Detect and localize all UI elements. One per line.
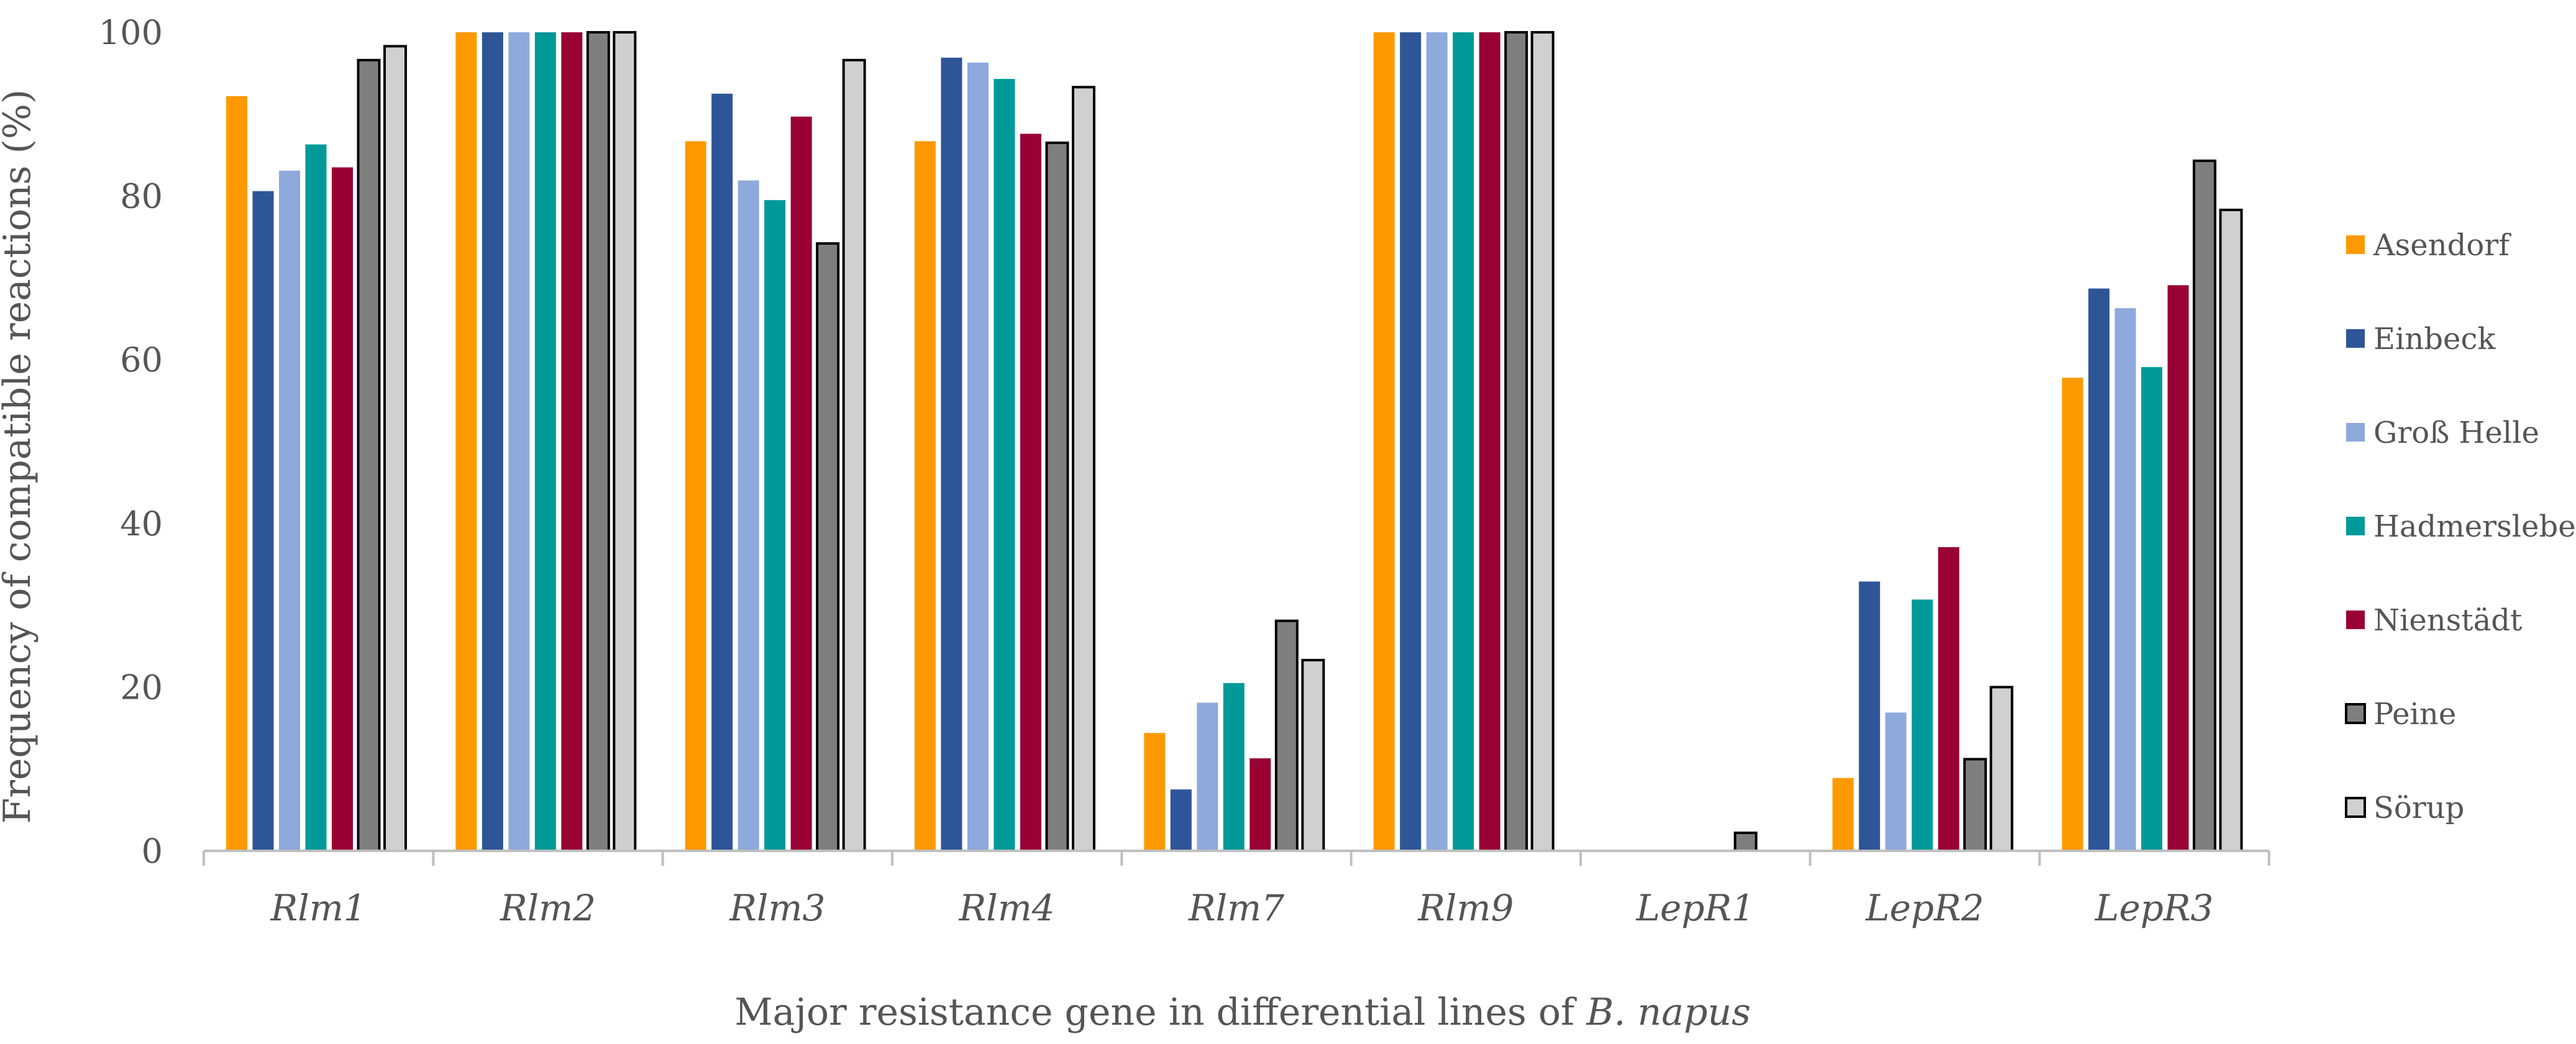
category-labels: Rlm1 Rlm2 Rlm3 Rlm4 Rlm7 Rlm9 LepR1 LepR2 LepR3 bbox=[270, 887, 2214, 929]
bar-nienst-dt-rlm9 bbox=[1479, 32, 1500, 851]
bar-nienst-dt-lepr3 bbox=[2167, 285, 2189, 851]
bar-hadmersleben-rlm7 bbox=[1223, 683, 1245, 851]
y-tick-label: 80 bbox=[120, 177, 163, 216]
category-label-lepr1: LepR1 bbox=[1635, 887, 1755, 929]
legend-label-nienst-dt: Nienstädt bbox=[2373, 603, 2522, 638]
legend-swatch-nienst-dt bbox=[2346, 611, 2365, 629]
bar-s-rup-lepr2 bbox=[1989, 686, 2014, 853]
bar-s-rup-lepr3 bbox=[2219, 209, 2243, 853]
bar-peine-lepr3 bbox=[2193, 159, 2217, 852]
legend: Asendorf Einbeck Groß Helle Hadmersleben Nie… bbox=[2345, 228, 2576, 825]
category-label-rlm4: Rlm4 bbox=[959, 887, 1055, 929]
bar-peine-rlm4 bbox=[1045, 141, 1069, 852]
legend-swatch-einbeck bbox=[2346, 329, 2365, 348]
bar-s-rup-rlm3 bbox=[842, 58, 866, 852]
bar-gro-helle-rlm3 bbox=[738, 180, 759, 851]
bar-hadmersleben-rlm2 bbox=[534, 32, 556, 851]
y-tick-label: 40 bbox=[120, 504, 163, 543]
bar-einbeck-rlm4 bbox=[941, 57, 962, 851]
bar-einbeck-lepr2 bbox=[1858, 581, 1880, 851]
bar-asendorf-rlm1 bbox=[226, 96, 247, 851]
bar-nienst-dt-rlm2 bbox=[561, 32, 583, 851]
bar-hadmersleben-rlm9 bbox=[1453, 32, 1474, 851]
bar-asendorf-rlm4 bbox=[915, 141, 936, 851]
y-axis: 0 20 40 60 80 100 bbox=[99, 13, 163, 871]
bar-einbeck-rlm7 bbox=[1170, 789, 1192, 851]
legend-label-peine: Peine bbox=[2373, 697, 2456, 732]
category-label-lepr3: LepR3 bbox=[2094, 887, 2214, 929]
bar-peine-rlm7 bbox=[1274, 619, 1299, 853]
x-axis-title: Major resistance gene in differential li… bbox=[734, 991, 1751, 1034]
legend-swatch-gro-helle bbox=[2346, 423, 2365, 442]
bar-s-rup-rlm2 bbox=[613, 31, 637, 852]
category-label-rlm9: Rlm9 bbox=[1417, 887, 1514, 929]
y-axis-title: Frequency of compatible reactions (%) bbox=[0, 89, 39, 824]
bar-asendorf-rlm3 bbox=[685, 141, 706, 851]
category-label-lepr2: LepR2 bbox=[1865, 887, 1985, 929]
bar-nienst-dt-rlm4 bbox=[1020, 134, 1041, 851]
category-label-rlm3: Rlm3 bbox=[729, 887, 825, 929]
bar-asendorf-rlm9 bbox=[1373, 32, 1395, 851]
legend-swatch-peine bbox=[2345, 703, 2366, 724]
legend-label-einbeck: Einbeck bbox=[2373, 322, 2496, 356]
bar-asendorf-lepr2 bbox=[1832, 778, 1854, 851]
bar-asendorf-rlm2 bbox=[455, 32, 477, 851]
bar-s-rup-rlm1 bbox=[383, 45, 407, 852]
legend-label-gro-helle: Groß Helle bbox=[2373, 415, 2539, 450]
bar-hadmersleben-rlm3 bbox=[764, 200, 786, 851]
bar-peine-lepr1 bbox=[1733, 832, 1758, 853]
bar-gro-helle-rlm7 bbox=[1197, 702, 1218, 851]
bar-gro-helle-rlm1 bbox=[279, 170, 300, 851]
bar-peine-rlm9 bbox=[1504, 31, 1528, 852]
bars-group bbox=[226, 31, 2243, 853]
category-label-rlm2: Rlm2 bbox=[500, 887, 596, 929]
bar-einbeck-lepr3 bbox=[2088, 288, 2110, 851]
x-axis-title-species: B. napus bbox=[1586, 991, 1751, 1034]
bar-s-rup-rlm7 bbox=[1301, 658, 1325, 852]
bar-peine-rlm1 bbox=[357, 58, 381, 852]
bar-einbeck-rlm9 bbox=[1400, 32, 1422, 851]
y-tick-label: 0 bbox=[142, 832, 163, 871]
bar-nienst-dt-rlm3 bbox=[790, 116, 812, 851]
x-axis-title-prefix: Major resistance gene in differential li… bbox=[734, 991, 1586, 1034]
bar-einbeck-rlm1 bbox=[252, 191, 274, 851]
category-label-rlm1: Rlm1 bbox=[270, 887, 367, 929]
legend-swatch-hadmersleben bbox=[2346, 517, 2365, 535]
bar-gro-helle-rlm2 bbox=[508, 32, 530, 851]
bar-hadmersleben-rlm4 bbox=[993, 79, 1015, 851]
legend-label-hadmersleben: Hadmersleben bbox=[2373, 509, 2576, 544]
bar-asendorf-rlm7 bbox=[1144, 733, 1166, 851]
bar-hadmersleben-rlm1 bbox=[305, 144, 327, 851]
bar-s-rup-rlm9 bbox=[1530, 31, 1555, 852]
bar-peine-rlm2 bbox=[586, 31, 610, 852]
legend-swatch-s-rup bbox=[2345, 797, 2366, 818]
y-tick-label: 20 bbox=[120, 668, 163, 707]
bar-nienst-dt-rlm7 bbox=[1249, 758, 1271, 851]
bar-hadmersleben-lepr3 bbox=[2141, 367, 2163, 851]
category-label-rlm7: Rlm7 bbox=[1188, 887, 1284, 929]
bar-peine-rlm3 bbox=[816, 242, 840, 852]
bar-asendorf-lepr3 bbox=[2062, 378, 2083, 851]
x-axis bbox=[203, 850, 2270, 866]
legend-label-s-rup: Sörup bbox=[2373, 791, 2464, 825]
y-tick-label: 100 bbox=[99, 13, 163, 52]
legend-swatch-asendorf bbox=[2346, 235, 2365, 254]
bar-gro-helle-rlm9 bbox=[1426, 32, 1448, 851]
bar-hadmersleben-lepr2 bbox=[1911, 599, 1933, 851]
bar-gro-helle-lepr3 bbox=[2114, 308, 2136, 851]
bar-s-rup-rlm4 bbox=[1072, 86, 1095, 852]
bar-peine-lepr2 bbox=[1963, 758, 1987, 853]
bar-einbeck-rlm3 bbox=[711, 93, 733, 851]
bar-nienst-dt-rlm1 bbox=[332, 167, 353, 851]
bar-gro-helle-rlm4 bbox=[967, 62, 989, 851]
bar-einbeck-rlm2 bbox=[482, 32, 503, 851]
legend-label-asendorf: Asendorf bbox=[2373, 228, 2511, 263]
bar-gro-helle-lepr2 bbox=[1885, 712, 1907, 851]
y-tick-label: 60 bbox=[120, 340, 163, 379]
bar-nienst-dt-lepr2 bbox=[1938, 547, 1960, 851]
